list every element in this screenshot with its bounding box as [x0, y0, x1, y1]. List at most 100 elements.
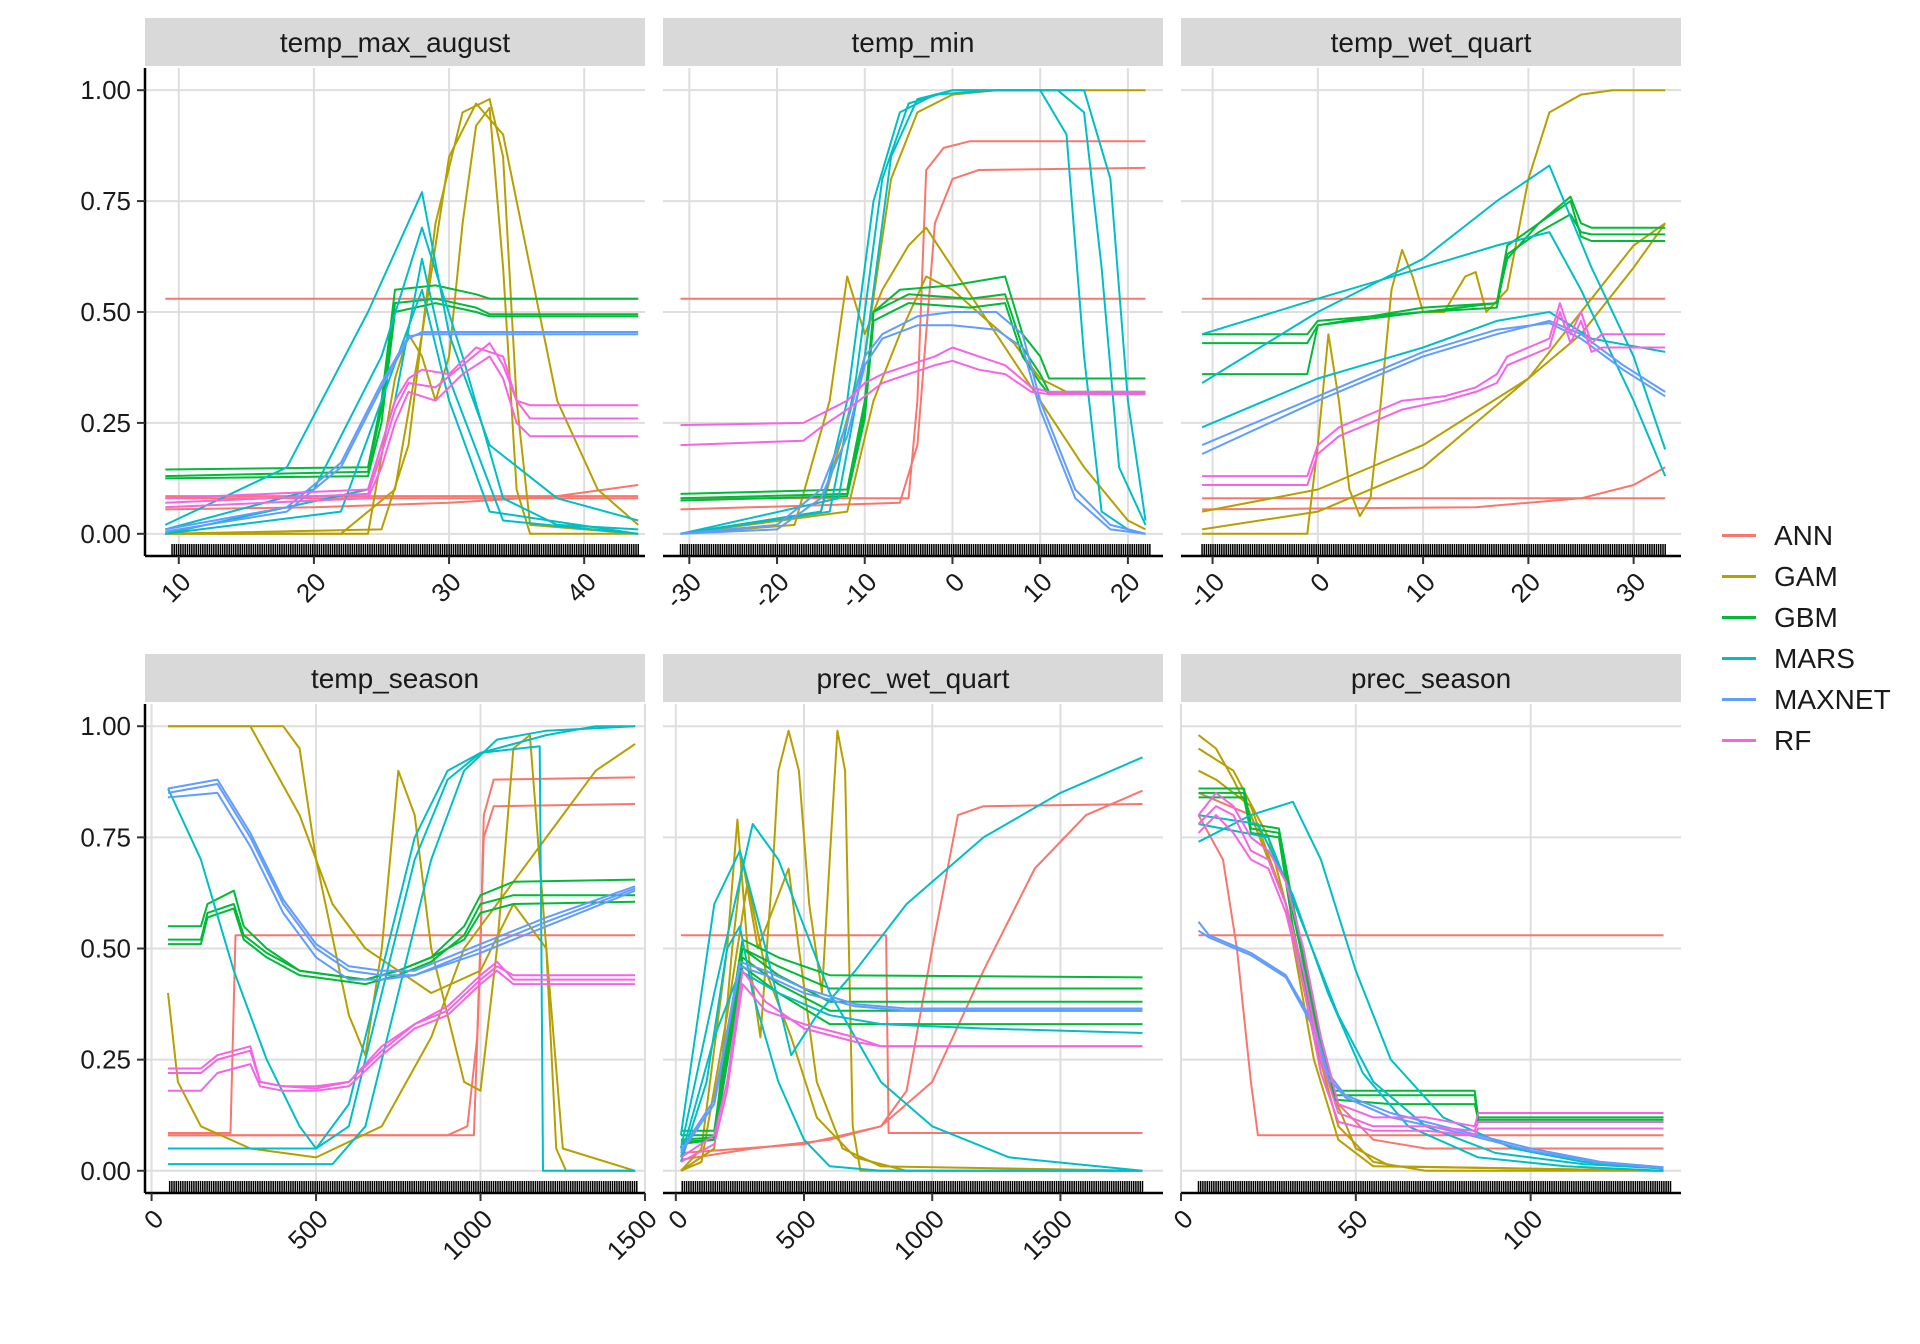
y-tick-label: 0.50: [80, 934, 131, 964]
series-line-RF: [680, 983, 1143, 1163]
series-line-MAXNET: [680, 960, 1143, 1152]
series-line-RF: [680, 346, 1146, 427]
series-line-MAXNET: [1201, 322, 1666, 447]
series-line-MARS: [679, 756, 1143, 1136]
series-line-ANN: [680, 166, 1146, 511]
panel-temp_wet_quart: temp_wet_quart -10 0 10 20 30: [1181, 18, 1681, 614]
x-tick-label: -30: [659, 567, 707, 615]
series-line-MARS: [1198, 814, 1664, 1172]
series-line-MARS: [168, 745, 636, 1172]
x-tick-label: -10: [1183, 567, 1231, 615]
series-line-MARS: [164, 191, 639, 526]
series-line-MARS: [1201, 311, 1666, 429]
series-line-RF: [680, 359, 1146, 447]
series-line-MAXNET: [165, 331, 639, 533]
facet-title: prec_wet_quart: [816, 663, 1009, 694]
x-tick-label: 0: [662, 1204, 693, 1235]
x-tick-label: 10: [1016, 567, 1058, 609]
series-line-RF: [1202, 302, 1666, 478]
x-tick-label: 20: [1104, 567, 1146, 609]
legend-swatch: [1722, 534, 1756, 537]
series-line-RF: [168, 969, 636, 1092]
x-tick-label: 0: [1167, 1204, 1198, 1235]
series-line-ANN: [168, 934, 636, 1134]
gridlines: [145, 704, 646, 1193]
series-line-MARS: [168, 725, 636, 1166]
series-line-RF: [1197, 814, 1664, 1137]
series-line-ANN: [680, 934, 1143, 1134]
series-line-GBM: [680, 302, 1146, 502]
y-tick-label: 0.00: [80, 1156, 131, 1186]
series-line-ANN: [165, 484, 639, 511]
legend-item-GAM: GAM: [1712, 556, 1912, 597]
series-line-ANN: [680, 140, 1146, 500]
x-tick-label: 1500: [601, 1204, 663, 1266]
series-line-GAM: [680, 226, 1146, 535]
series-line-MARS: [1201, 231, 1667, 477]
y-tick-label: 0.25: [80, 408, 131, 438]
x-tick-label: 1500: [1016, 1204, 1078, 1266]
series-line-MARS: [680, 89, 1147, 535]
y-tick-label: 0.25: [80, 1045, 131, 1075]
facet-strip: [145, 18, 645, 66]
rug-marks: [1197, 1181, 1672, 1193]
facet-strip: [145, 654, 645, 702]
series-line-GAM: [680, 729, 1143, 1172]
facet-title: temp_max_august: [280, 27, 511, 58]
series-line-RF: [1197, 805, 1664, 1132]
series-line-GAM: [1197, 734, 1664, 1172]
y-tick-label: 0.75: [80, 186, 131, 216]
series-line-GAM: [1198, 769, 1664, 1172]
series-line-MAXNET: [1197, 929, 1664, 1170]
series-line-RF: [168, 965, 636, 1090]
series-line-MARS: [1198, 800, 1664, 1170]
x-tick-label: 500: [770, 1204, 822, 1256]
series-line-RF: [1197, 791, 1664, 1128]
x-tick-label: -20: [747, 567, 795, 615]
series-line-RF: [680, 969, 1143, 1159]
x-tick-label: 1000: [888, 1204, 950, 1266]
series-line-GBM: [680, 275, 1146, 495]
facet-strip: [663, 654, 1163, 702]
panel-prec_season: prec_season 0 50 100: [1167, 654, 1681, 1256]
series-line-MARS: [1201, 164, 1667, 450]
legend-label: GAM: [1774, 561, 1838, 592]
series-line-GBM: [1202, 213, 1666, 345]
rug-marks: [1201, 544, 1666, 556]
series-line-RF: [165, 342, 639, 504]
x-tick-label: 0: [1304, 567, 1335, 598]
series-line-GBM: [680, 956, 1143, 1146]
facet-strip: [1181, 654, 1681, 702]
series-line-GAM: [1201, 222, 1666, 531]
x-tick-label: 1000: [436, 1204, 498, 1266]
x-tick-label: -10: [835, 567, 883, 615]
x-tick-label: 40: [560, 567, 602, 609]
x-tick-label: 100: [1497, 1204, 1549, 1256]
legend-item-MAXNET: MAXNET: [1712, 679, 1912, 720]
facet-title: temp_wet_quart: [1331, 27, 1532, 58]
legend-swatch: [1722, 575, 1756, 578]
facet-title: temp_min: [852, 27, 975, 58]
series-line-GAM: [1197, 747, 1664, 1172]
legend: ANN GAM GBM MARS MAXNET RF: [1712, 515, 1912, 761]
x-tick-label: 50: [1332, 1204, 1374, 1246]
series-line-RF: [165, 355, 639, 509]
legend-label: ANN: [1774, 520, 1834, 551]
series-line-MAXNET: [1197, 921, 1664, 1169]
series-line-MARS: [679, 969, 1143, 1158]
series-line-GBM: [1202, 195, 1666, 336]
y-tick-label: 0.50: [80, 297, 131, 327]
legend-swatch: [1722, 698, 1756, 701]
series-line-RF: [165, 346, 639, 500]
series-line-GBM: [680, 293, 1146, 500]
series-line-MARS: [679, 823, 1143, 1172]
panel-temp_max_august: temp_max_august 0.00 0.25 0.50 0.75 1.00 10 20 3…: [80, 18, 645, 608]
series-line-MAXNET: [680, 311, 1146, 535]
series-line-GAM: [165, 102, 639, 535]
series-line-MARS: [679, 925, 1143, 1172]
x-tick-label: 20: [1505, 567, 1547, 609]
panel-temp_min: temp_min -30 -20 -10 0 10 20: [659, 18, 1163, 614]
series-line-GAM: [1201, 222, 1667, 513]
legend-label: GBM: [1774, 602, 1838, 633]
